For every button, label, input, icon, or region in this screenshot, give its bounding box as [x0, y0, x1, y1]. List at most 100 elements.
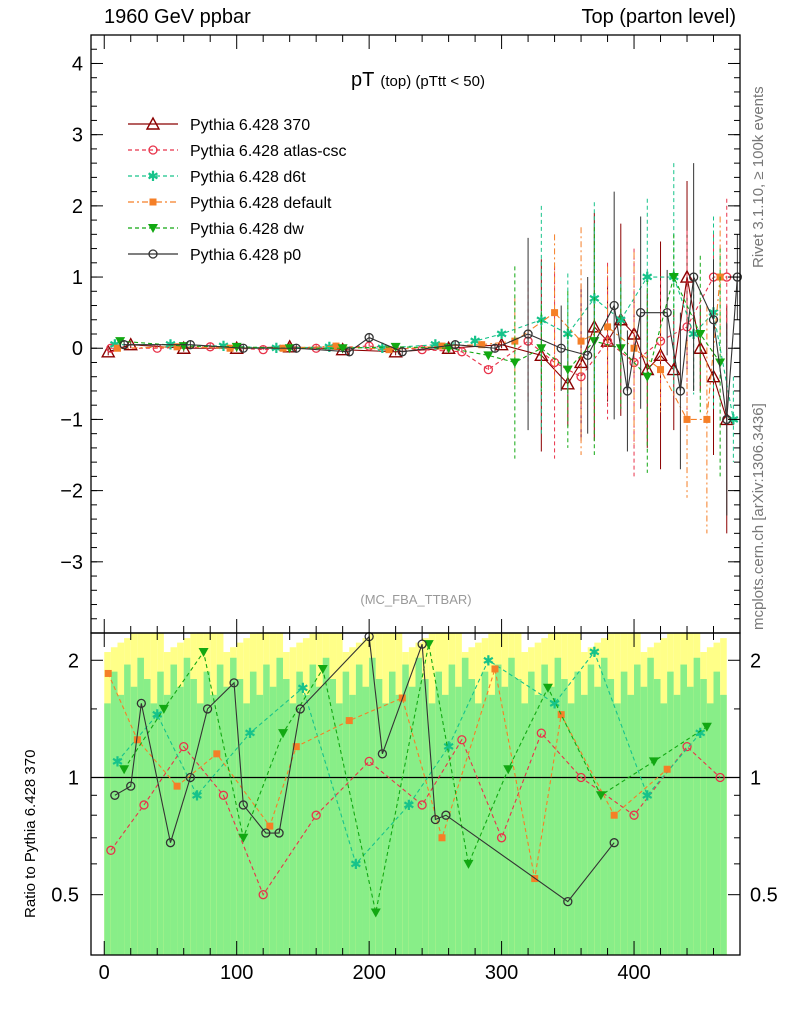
band-inner [581, 694, 588, 955]
data-point-default [113, 344, 121, 352]
band-inner [667, 671, 674, 955]
ratio-point-d6t: ✱ [403, 798, 415, 814]
ratio-frame [90, 632, 741, 956]
data-point-d6t: ✱ [324, 340, 336, 356]
band-inner [362, 686, 370, 955]
band-inner [329, 679, 337, 955]
ratio-point-p0 [295, 704, 305, 714]
ratio-point-p0 [609, 838, 619, 848]
band-inner [428, 703, 436, 955]
band-inner [402, 664, 409, 955]
y-tick-label: 2 [72, 196, 83, 218]
data-point-dw [390, 342, 401, 352]
band-inner [183, 657, 191, 955]
ratio-point-p0 [377, 749, 388, 759]
band-inner [216, 664, 224, 955]
x-tick-label: 300 [485, 962, 518, 984]
y-tick-label: −1 [60, 409, 83, 431]
data-point-d6t: ✱ [271, 341, 283, 357]
band-inner [494, 664, 502, 955]
band-inner [243, 703, 250, 955]
ratio-y-tick-label: 2 [68, 650, 79, 672]
ratio-point-dw [503, 765, 514, 775]
legend-marker-dw [148, 224, 158, 233]
band-inner [236, 679, 244, 955]
band-inner [296, 671, 303, 955]
ratio-point-dw [238, 833, 249, 843]
ratio-y-tick-label: 0.5 [51, 885, 79, 907]
band-inner [700, 679, 707, 955]
legend-marker-d6t: ✱ [147, 169, 159, 185]
ratio-point-p0 [441, 810, 451, 820]
ratio-point-atlas [629, 810, 639, 820]
series-line-atlas [110, 276, 727, 378]
band-inner [561, 679, 568, 955]
band-inner [389, 671, 396, 955]
data-point-p0 [344, 347, 354, 357]
main-frame [90, 34, 741, 634]
ratio-y-tick-label-right: 1 [750, 767, 761, 789]
data-point-p0 [185, 340, 195, 350]
data-point-p0 [636, 307, 646, 318]
header-right: Top (parton level) [581, 6, 736, 28]
band-inner [660, 703, 668, 955]
band-inner [395, 694, 403, 955]
data-point-p0 [662, 307, 672, 318]
ratio-point-atlas [258, 890, 268, 900]
plot-title-main: pT [351, 69, 374, 91]
plot-title-sub: (top) (pTtt < 50) [380, 73, 485, 90]
ratio-point-atlas [179, 741, 189, 752]
data-point-p370 [693, 340, 708, 354]
band-inner [249, 671, 257, 955]
data-point-dw [337, 344, 348, 354]
x-tick-label: 0 [99, 962, 110, 984]
ratio-point-p0 [417, 639, 427, 649]
data-point-default [604, 323, 612, 331]
band-inner [594, 686, 601, 955]
band-inner [634, 664, 641, 955]
ratio-point-atlas [536, 728, 546, 738]
ratio-point-default [557, 711, 565, 719]
ratio-point-dw [370, 908, 381, 918]
band-inner [336, 703, 343, 955]
y-tick-label: 0 [72, 338, 83, 360]
band-inner [117, 694, 125, 955]
data-point-p0 [364, 332, 374, 343]
legend-marker-p370 [145, 116, 161, 130]
ratio-series-dw [119, 640, 712, 918]
band-inner [720, 694, 727, 955]
ratio-series-d6t: ✱ ✱ ✱ ✱ ✱ ✱ ✱ ✱ ✱ ✱ ✱ ✱ ✱ [112, 645, 707, 873]
legend-label-default: Pythia 6.428 default [190, 195, 332, 212]
ratio-point-d6t: ✱ [641, 788, 653, 804]
y-tick-label: 1 [72, 267, 83, 289]
data-point-atlas [258, 345, 268, 355]
band-inner [170, 664, 178, 955]
y-tick-label: 4 [72, 53, 83, 75]
data-point-default [657, 366, 665, 374]
band-inner [342, 671, 350, 955]
ratio-point-atlas [311, 810, 321, 820]
ratio-point-atlas [457, 735, 467, 745]
band-inner [587, 664, 595, 955]
ratio-point-d6t: ✱ [549, 696, 561, 712]
band-inner [481, 671, 489, 955]
band-inner [190, 679, 197, 955]
analysis-watermark: (MC_FBA_TTBAR) [360, 592, 471, 607]
band-inner [600, 657, 608, 955]
legend-label-dw: Pythia 6.428 dw [190, 221, 304, 238]
band-inner [687, 686, 694, 955]
band-inner [501, 686, 509, 955]
band-inner [706, 703, 714, 955]
ratio-point-d6t: ✱ [191, 788, 203, 804]
series-line-d6t [114, 276, 734, 420]
ratio-point-default [104, 669, 112, 677]
ratio-point-p0 [185, 772, 195, 783]
band-inner [150, 703, 158, 955]
band-inner [316, 686, 323, 955]
data-point-dw [589, 337, 600, 347]
band-inner [355, 664, 363, 955]
data-point-default [630, 344, 638, 352]
band-inner [647, 657, 654, 955]
ratio-point-dw [595, 791, 606, 801]
